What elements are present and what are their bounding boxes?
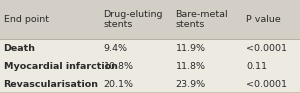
Text: 23.9%: 23.9% — [176, 80, 206, 89]
Text: Drug-eluting
stents: Drug-eluting stents — [103, 10, 163, 29]
Text: P value: P value — [246, 15, 281, 24]
Bar — [0, 39, 300, 93]
Bar — [0, 0, 300, 39]
Text: 0.11: 0.11 — [246, 62, 267, 70]
Text: 11.8%: 11.8% — [176, 62, 206, 70]
Text: 20.1%: 20.1% — [103, 80, 134, 89]
Text: <0.0001: <0.0001 — [246, 80, 287, 89]
Text: Myocardial infarction: Myocardial infarction — [4, 62, 118, 70]
Text: 10.8%: 10.8% — [103, 62, 134, 70]
Text: Revascularisation: Revascularisation — [4, 80, 99, 89]
Text: 11.9%: 11.9% — [176, 44, 206, 53]
Text: End point: End point — [4, 15, 49, 24]
Text: Bare-metal
stents: Bare-metal stents — [176, 10, 228, 29]
Text: Death: Death — [4, 44, 36, 53]
Text: <0.0001: <0.0001 — [246, 44, 287, 53]
Text: 9.4%: 9.4% — [103, 44, 127, 53]
